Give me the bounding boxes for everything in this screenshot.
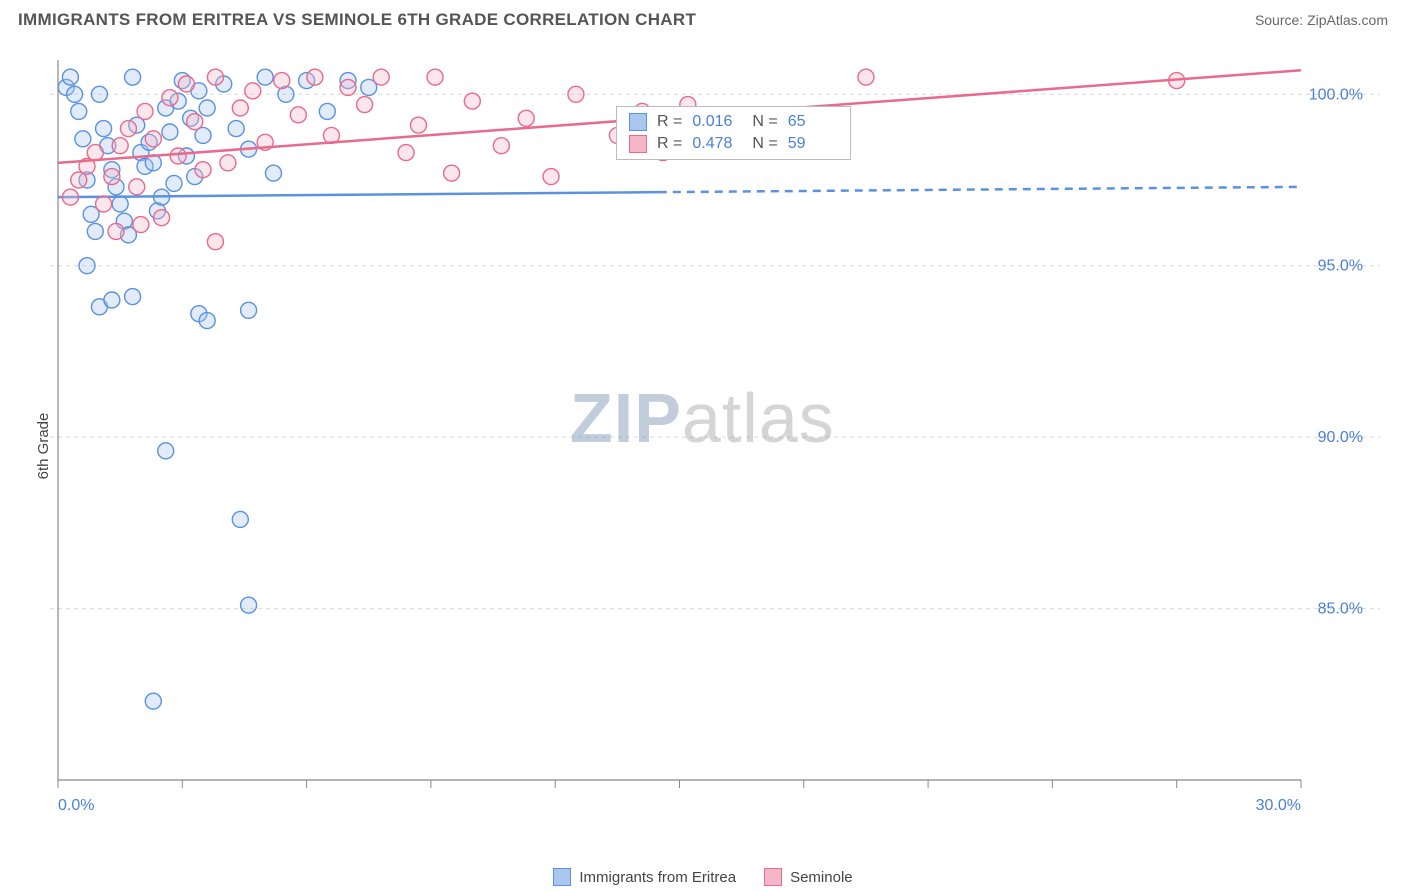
data-point [112, 138, 128, 154]
data-point [858, 69, 874, 85]
data-point [62, 69, 78, 85]
source-name: ZipAtlas.com [1307, 12, 1388, 28]
data-point [120, 121, 136, 137]
r-label: R = [657, 113, 682, 131]
n-label: N = [752, 135, 777, 153]
scatter-chart-svg: 0.0% 30.0% 85.0% 90.0% 95.0% 100.0% [50, 48, 1380, 818]
data-point [154, 210, 170, 226]
series-swatch [629, 113, 647, 131]
data-point [207, 69, 223, 85]
r-value: 0.478 [692, 135, 742, 153]
data-point [373, 69, 389, 85]
data-point [410, 117, 426, 133]
x-tick-label: 0.0% [58, 797, 94, 814]
n-label: N = [752, 113, 777, 131]
data-point [170, 148, 186, 164]
data-point [464, 93, 480, 109]
data-point [257, 69, 273, 85]
source-prefix: Source: [1255, 12, 1307, 28]
data-point [104, 169, 120, 185]
data-point [145, 131, 161, 147]
legend-swatch [764, 868, 782, 886]
data-point [166, 175, 182, 191]
data-point [357, 97, 373, 113]
data-point [444, 165, 460, 181]
chart-title: IMMIGRANTS FROM ERITREA VS SEMINOLE 6TH … [18, 10, 696, 30]
data-point [543, 169, 559, 185]
n-value: 59 [788, 135, 838, 153]
data-point [162, 124, 178, 140]
data-point [62, 189, 78, 205]
data-point [96, 121, 112, 137]
data-point [145, 693, 161, 709]
data-point [96, 196, 112, 212]
legend-item: Seminole [764, 868, 853, 886]
x-tick-label: 30.0% [1256, 797, 1301, 814]
data-point [187, 114, 203, 130]
data-point [67, 86, 83, 102]
data-point [232, 511, 248, 527]
y-tick-label: 95.0% [1318, 258, 1363, 275]
data-point [241, 302, 257, 318]
data-point [108, 223, 124, 239]
data-point [137, 103, 153, 119]
data-point [129, 179, 145, 195]
series-swatch [629, 135, 647, 153]
data-point [319, 103, 335, 119]
data-point [245, 83, 261, 99]
data-point [125, 69, 141, 85]
data-point [158, 443, 174, 459]
data-point [91, 86, 107, 102]
data-point [133, 217, 149, 233]
data-point [79, 258, 95, 274]
data-point [493, 138, 509, 154]
data-point [232, 100, 248, 116]
trend-line-extrapolated [659, 187, 1301, 192]
trend-line [58, 192, 659, 197]
stats-row: R = 0.016 N = 65 [617, 111, 850, 133]
data-point [125, 289, 141, 305]
data-point [199, 313, 215, 329]
bottom-legend: Immigrants from Eritrea Seminole [0, 868, 1406, 890]
data-point [162, 90, 178, 106]
data-point [340, 79, 356, 95]
data-point [228, 121, 244, 137]
data-point [265, 165, 281, 181]
stats-row: R = 0.478 N = 59 [617, 133, 850, 155]
data-point [104, 292, 120, 308]
data-point [290, 107, 306, 123]
data-point [568, 86, 584, 102]
data-point [427, 69, 443, 85]
data-point [307, 69, 323, 85]
data-point [274, 73, 290, 89]
data-point [75, 131, 91, 147]
data-point [71, 103, 87, 119]
data-point [241, 597, 257, 613]
r-value: 0.016 [692, 113, 742, 131]
data-point [195, 162, 211, 178]
y-tick-label: 100.0% [1309, 86, 1363, 103]
data-point [112, 196, 128, 212]
legend-swatch [553, 868, 571, 886]
data-point [220, 155, 236, 171]
data-point [207, 234, 223, 250]
y-tick-label: 90.0% [1318, 429, 1363, 446]
data-point [87, 223, 103, 239]
n-value: 65 [788, 113, 838, 131]
data-point [87, 145, 103, 161]
data-point [518, 110, 534, 126]
plot-area: 0.0%30.0%85.0%90.0%95.0%100.0% ZIPatlas … [50, 48, 1380, 818]
data-point [199, 100, 215, 116]
data-point [178, 76, 194, 92]
chart-source: Source: ZipAtlas.com [1255, 12, 1388, 28]
legend-item: Immigrants from Eritrea [553, 868, 736, 886]
y-tick-label: 85.0% [1318, 601, 1363, 618]
correlation-stats-box: R = 0.016 N = 65 R = 0.478 N = 59 [616, 106, 851, 160]
legend-label: Immigrants from Eritrea [579, 869, 736, 886]
r-label: R = [657, 135, 682, 153]
legend-label: Seminole [790, 869, 853, 886]
chart-header: IMMIGRANTS FROM ERITREA VS SEMINOLE 6TH … [0, 0, 1406, 38]
data-point [398, 145, 414, 161]
